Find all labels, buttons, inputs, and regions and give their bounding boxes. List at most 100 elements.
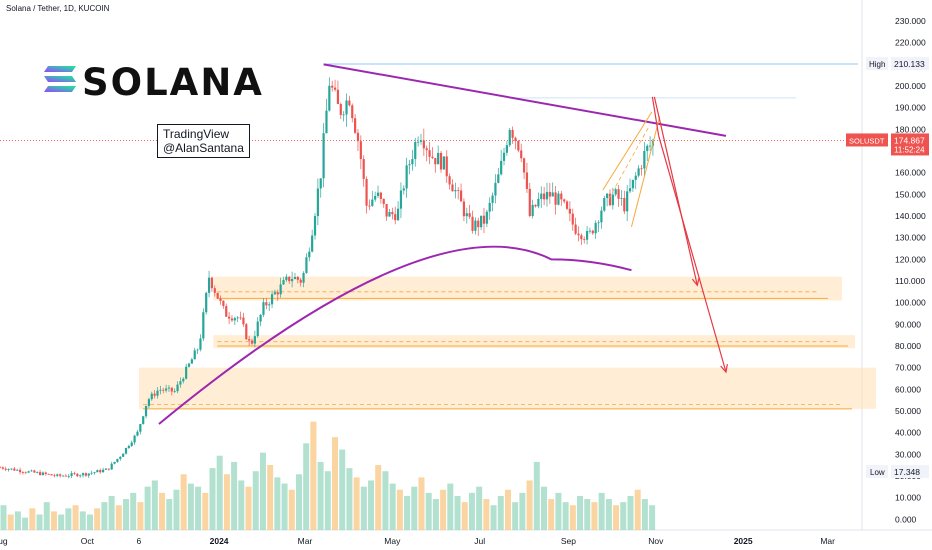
forecast-arrow-connector <box>651 96 660 136</box>
candle-body <box>637 168 640 176</box>
candle-body <box>419 140 423 142</box>
forecast-arrow-head <box>720 364 728 374</box>
candle-body <box>276 292 279 295</box>
low-badge-value-bg <box>891 465 929 478</box>
price-badge-countdown: 11:52:24 <box>894 145 925 154</box>
volume-bar <box>562 502 569 530</box>
candle-body <box>500 160 503 175</box>
candle-body <box>302 272 305 283</box>
watermark-line-1: TradingView <box>163 127 230 141</box>
forecast-arrow-line[interactable] <box>658 135 727 373</box>
candle-body <box>405 165 408 189</box>
y-tick-label: 190.000 <box>895 103 926 113</box>
volume-bar <box>144 486 151 530</box>
candle-body <box>61 475 65 477</box>
volume-bar <box>641 499 648 530</box>
candle-body <box>216 292 219 299</box>
candle-body <box>468 213 471 217</box>
candle-body <box>554 192 557 205</box>
candle-body <box>471 216 474 231</box>
candle-body <box>445 156 448 177</box>
volume-bar <box>620 502 627 530</box>
candle-body <box>608 193 612 206</box>
y-tick-label: 100.000 <box>895 298 926 308</box>
candle-body <box>96 470 99 473</box>
candle-body <box>588 230 592 232</box>
volume-bar <box>216 455 223 530</box>
volume-bar <box>504 489 511 530</box>
volume-bar <box>94 508 101 530</box>
volume-bar <box>461 502 468 530</box>
x-tick-label: Oct <box>81 536 95 546</box>
candle-body <box>64 475 67 477</box>
candle-body <box>119 456 122 459</box>
candle-body <box>230 318 234 321</box>
forecast-arrow-line[interactable] <box>653 96 698 286</box>
volume-bar <box>310 421 317 530</box>
volume-bar <box>223 474 230 530</box>
candle-body <box>528 188 531 216</box>
candle-body <box>225 306 228 317</box>
candle-body <box>299 279 302 283</box>
candle-body <box>273 292 277 295</box>
candle-body <box>626 191 629 212</box>
candle-body <box>431 156 434 158</box>
candle-body <box>147 399 151 406</box>
candle-body <box>265 302 268 306</box>
candle-body <box>136 431 139 436</box>
y-tick-label: 90.000 <box>895 319 921 329</box>
candle-body <box>90 472 93 474</box>
candle-body <box>551 192 554 197</box>
volume-bar <box>180 474 187 530</box>
candle-body <box>494 182 497 196</box>
volume-bar <box>339 449 346 530</box>
candle-body <box>322 133 325 179</box>
candle-body <box>574 224 577 234</box>
volume-bar <box>274 477 281 530</box>
candle-body <box>333 87 337 90</box>
candle-body <box>127 445 130 448</box>
x-tick-label: Mar <box>298 536 313 546</box>
candle-body <box>614 189 617 195</box>
candle-body <box>93 472 96 474</box>
candle-body <box>122 453 125 457</box>
wedge-upper-line[interactable] <box>602 111 653 191</box>
candle-body <box>385 203 388 217</box>
candle-body <box>288 276 291 282</box>
candle-body <box>365 178 368 206</box>
candle-body <box>213 288 216 293</box>
candle-body <box>505 145 508 153</box>
rounded-support-arc[interactable] <box>158 245 632 425</box>
low-badge-label: Low <box>870 468 885 477</box>
candle-body <box>617 189 620 199</box>
candle-body <box>156 390 159 396</box>
candle-body <box>414 141 417 160</box>
volume-bar <box>591 502 598 530</box>
volume-bar <box>613 505 620 530</box>
y-tick-label: 160.000 <box>895 168 926 178</box>
support-zone[interactable] <box>213 276 842 301</box>
candle-body <box>339 104 342 115</box>
support-zone[interactable] <box>139 367 876 409</box>
candle-body <box>485 211 488 224</box>
volume-bar <box>231 461 238 530</box>
candle-body <box>482 215 486 224</box>
candle-body <box>110 463 113 470</box>
volume-bar <box>295 474 302 530</box>
solana-logo-icon <box>44 66 76 92</box>
candle-body <box>16 469 19 471</box>
price-badge-bg <box>891 133 929 156</box>
candle-body <box>185 366 188 379</box>
wedge-lower-line[interactable] <box>630 116 661 227</box>
volume-bar <box>541 486 548 530</box>
volume-bar <box>368 480 375 530</box>
candle-body <box>454 190 457 192</box>
candle-body <box>41 472 45 476</box>
symbol-badge-label: SOLUSDT <box>849 136 885 145</box>
candle-body <box>113 461 116 464</box>
candle-body <box>511 129 514 138</box>
volume-bar <box>490 505 497 530</box>
volume-bar <box>533 461 540 530</box>
descending-trendline[interactable] <box>323 63 727 137</box>
